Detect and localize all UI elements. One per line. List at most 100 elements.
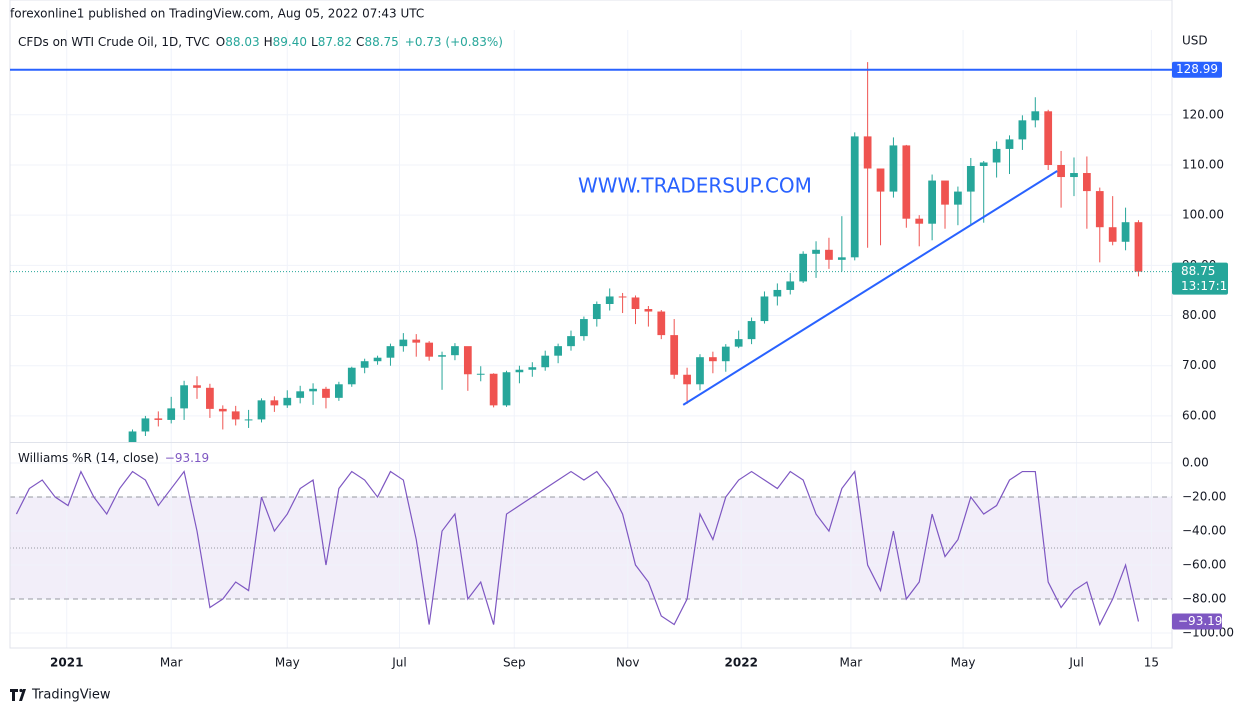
candle-body [605, 296, 614, 304]
candle-body [386, 346, 395, 358]
candle-body [1108, 227, 1117, 242]
candle-body [463, 346, 472, 375]
candle-body [270, 400, 279, 406]
x-tick-label: Jul [391, 656, 406, 670]
candle-body [567, 336, 575, 347]
legend-key: C [356, 35, 364, 49]
candle-body [502, 372, 511, 406]
candle-body [902, 145, 911, 219]
candle-body [334, 384, 343, 398]
candle-body [1095, 191, 1104, 228]
legend-value: 88.03 [225, 35, 259, 49]
legend-key: H [264, 35, 273, 49]
candle-body [141, 418, 150, 432]
x-tick-label: 2022 [725, 656, 758, 670]
legend-value: 89.40 [273, 35, 307, 49]
candle-body [954, 191, 962, 205]
candle-body [850, 136, 859, 258]
candle-body [257, 400, 266, 420]
candle-body [837, 257, 846, 260]
trendline [682, 170, 1058, 406]
candle-body [541, 355, 550, 368]
y-tick-label: −40.00 [1182, 524, 1226, 538]
candle-body [1070, 173, 1078, 178]
candle-body [154, 418, 163, 420]
legend-value: 87.82 [318, 35, 352, 49]
candle-body [812, 249, 820, 254]
x-tick-label: 15 [1144, 656, 1159, 670]
indicator-value: −93.19 [165, 451, 209, 465]
candle-body [696, 357, 704, 385]
candle-body [412, 339, 421, 343]
candle-body [876, 168, 885, 192]
candle-body [206, 387, 214, 409]
candle-body [476, 373, 485, 375]
candle-body [360, 361, 369, 368]
candle-body [863, 136, 872, 169]
level-band [10, 497, 1172, 600]
y-tick-label: 110.00 [1182, 157, 1224, 171]
candle-body [941, 180, 949, 205]
y-tick-label: 120.00 [1182, 107, 1224, 121]
candle-body [528, 367, 537, 370]
candle-body [592, 303, 601, 320]
legend-key: O [216, 35, 225, 49]
last-price-label: 88.75 [1181, 264, 1215, 278]
candle-body [1121, 222, 1130, 242]
last-price-badge [1172, 262, 1228, 295]
williams-r-line [15, 470, 1140, 627]
y-tick-label: −20.00 [1182, 490, 1226, 504]
y-tick-label: 80.00 [1182, 308, 1216, 322]
currency-label: USD [1182, 34, 1208, 48]
indicator-badge-label: −93.19 [1178, 614, 1222, 628]
candle-body [283, 397, 292, 406]
y-tick-label: 100.00 [1182, 208, 1224, 222]
y-tick-label: −60.00 [1182, 558, 1226, 572]
indicator-legend: Williams %R (14, close) −93.19 [18, 451, 209, 465]
indicator-title: Williams %R (14, close) [18, 451, 159, 465]
candle-body [309, 388, 317, 392]
candle-body [399, 339, 408, 347]
indicator [15, 470, 1140, 627]
legend-key: L [311, 35, 318, 49]
footer: TradingView [31, 688, 111, 703]
candle-body [799, 253, 808, 282]
y-tick-label: 60.00 [1182, 408, 1216, 422]
candle-body [1057, 164, 1065, 178]
candle-body [347, 367, 356, 385]
candle-body [515, 369, 524, 373]
candle-body [773, 289, 782, 297]
candle-body [709, 357, 717, 362]
symbol-title: CFDs on WTI Crude Oil, 1D, TVC [18, 35, 210, 49]
x-tick-label: 2021 [50, 656, 83, 670]
y-tick-label: 70.00 [1182, 358, 1216, 372]
x-tick-label: Mar [840, 656, 863, 670]
y-tick-label: 0.00 [1182, 456, 1209, 470]
candle-body [670, 335, 679, 375]
candle-body [683, 374, 691, 385]
candle-body [721, 346, 730, 362]
legend-value: 88.75 [364, 35, 398, 49]
price-badge-label: 128.99 [1176, 62, 1218, 76]
candle-body [1005, 139, 1014, 149]
candle-body [618, 296, 627, 298]
candle-body [489, 373, 498, 406]
countdown: 13:17:13 [1181, 279, 1235, 293]
candle-body [244, 419, 253, 421]
indicator-badge [1172, 613, 1222, 630]
candle-body [373, 357, 382, 362]
x-tick-label: Jul [1068, 656, 1083, 670]
candle-body [554, 346, 562, 356]
candle-body [218, 408, 227, 412]
candle-body [657, 311, 666, 336]
candle-body [760, 296, 769, 322]
candle-body [966, 165, 975, 192]
x-tick-label: May [951, 656, 976, 670]
pane-frame [9, 0, 1173, 649]
candle-body [580, 319, 588, 337]
price-legend: CFDs on WTI Crude Oil, 1D, TVC O88.03 H89.… [18, 35, 503, 49]
candle-body [1044, 111, 1053, 165]
header: forexonline1 published on TradingView.co… [10, 7, 424, 21]
candle-body [438, 355, 446, 357]
